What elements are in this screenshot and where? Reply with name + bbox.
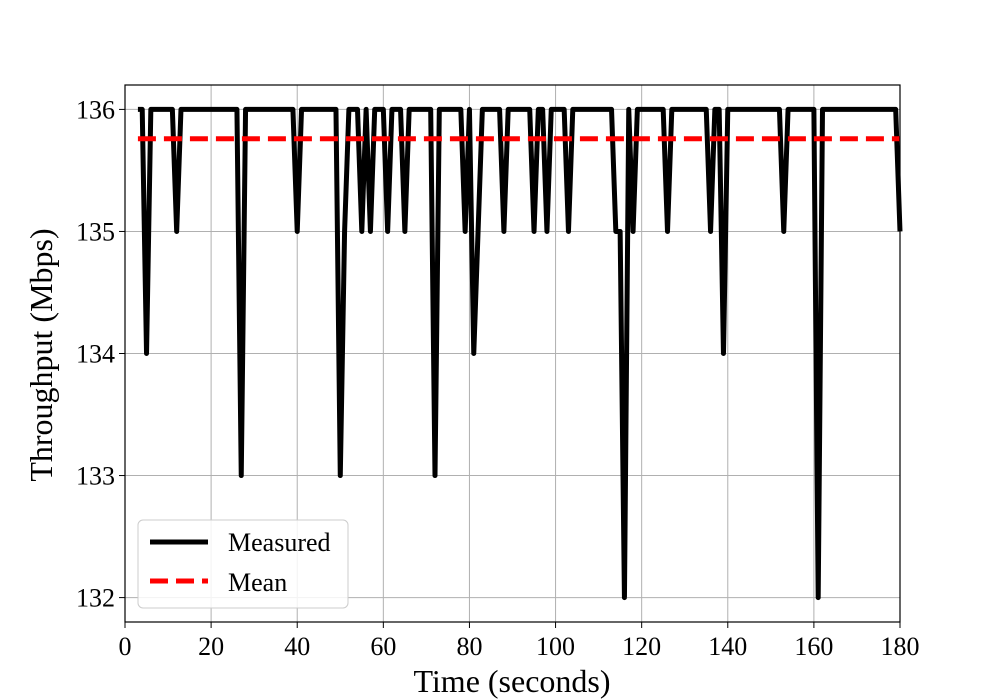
x-tick-label: 0 xyxy=(119,632,132,661)
x-tick-label: 140 xyxy=(708,632,747,661)
y-tick-label: 133 xyxy=(76,462,115,491)
x-tick-label: 80 xyxy=(456,632,482,661)
legend: Measured Mean xyxy=(137,519,349,609)
x-tick-label: 40 xyxy=(284,632,310,661)
series-line-measured xyxy=(137,106,903,601)
x-tick-label: 20 xyxy=(198,632,224,661)
y-tick-label: 135 xyxy=(76,217,115,246)
legend-label-mean: Mean xyxy=(228,568,287,597)
x-tick-label: 100 xyxy=(536,632,575,661)
legend-label-measured: Measured xyxy=(228,528,331,557)
axis-ticks: 0 20 40 60 80 100 120 140 160 180 132 133 134 135 136 xyxy=(76,95,920,661)
x-tick-label: 120 xyxy=(622,632,661,661)
x-tick-label: 180 xyxy=(881,632,920,661)
y-tick-label: 134 xyxy=(76,340,115,369)
y-tick-label: 132 xyxy=(76,584,115,613)
x-tick-label: 60 xyxy=(370,632,396,661)
x-tick-label: 160 xyxy=(794,632,833,661)
series-lines xyxy=(137,106,903,601)
y-axis-label: Throughput (Mbps) xyxy=(23,228,59,481)
x-axis-label: Time (seconds) xyxy=(413,663,610,699)
y-tick-label: 136 xyxy=(76,95,115,124)
